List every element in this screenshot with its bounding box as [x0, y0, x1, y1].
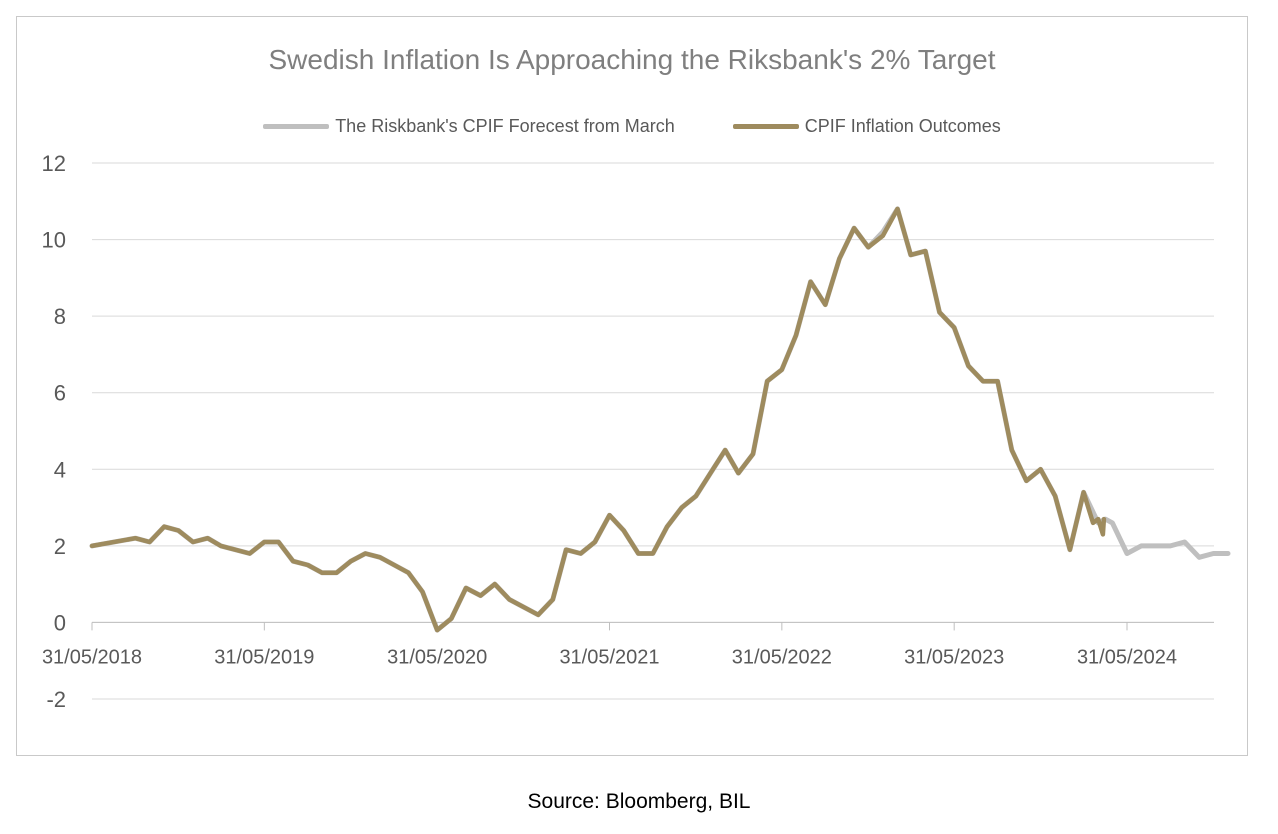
y-tick-label-10: 10	[42, 228, 66, 253]
series-line-forecast	[89, 206, 1231, 633]
plot-area: -2 0 2 4 6 8 10 12 31/05/2018 31/05/2019 31/05/202…	[42, 151, 1231, 712]
x-tick-label-1: 31/05/2019	[214, 646, 314, 668]
y-tick-label-12: 12	[42, 151, 66, 176]
y-tick-label--2: -2	[46, 687, 66, 712]
series-line-outcomes	[89, 206, 1107, 633]
legend-item-outcomes: CPIF Inflation Outcomes	[732, 116, 1001, 137]
x-tick-label-0: 31/05/2018	[42, 646, 142, 668]
x-tick-label-4: 31/05/2022	[732, 646, 832, 668]
chart-title: Swedish Inflation Is Approaching the Rik…	[268, 44, 996, 75]
legend-label-outcomes: CPIF Inflation Outcomes	[804, 116, 1001, 136]
legend-swatch-outcomes	[732, 124, 799, 129]
y-tick-label-4: 4	[54, 457, 66, 482]
y-tick-label-6: 6	[54, 381, 66, 406]
legend-label-forecast: The Riskbank's CPIF Forecest from March	[335, 116, 675, 136]
x-tick-label-3: 31/05/2021	[559, 646, 659, 668]
y-tick-label-0: 0	[54, 610, 66, 635]
legend-item-forecast: The Riskbank's CPIF Forecest from March	[263, 116, 675, 137]
x-tick-label-2: 31/05/2020	[387, 646, 487, 668]
x-tick-label-6: 31/05/2024	[1077, 646, 1177, 668]
y-tick-label-8: 8	[54, 304, 66, 329]
chart-frame	[16, 16, 1248, 756]
x-tick-label-5: 31/05/2023	[904, 646, 1004, 668]
source-note: Source: Bloomberg, BIL	[527, 790, 751, 813]
legend-swatch-forecast	[263, 124, 330, 129]
chart-legend: The Riskbank's CPIF Forecest from March …	[16, 116, 1248, 137]
y-tick-label-2: 2	[54, 534, 66, 559]
